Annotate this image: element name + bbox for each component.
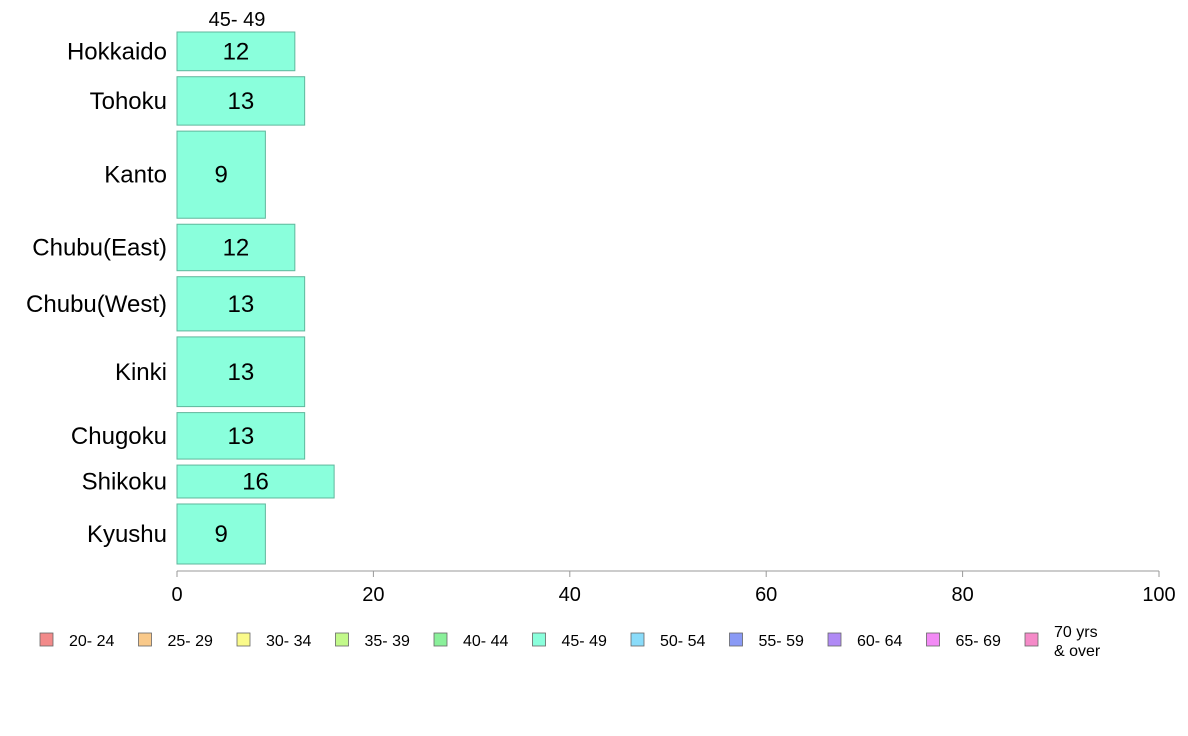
x-tick-label: 40 <box>559 584 581 606</box>
legend-swatch <box>236 632 251 647</box>
bar <box>176 464 335 499</box>
x-tick-label: 60 <box>755 584 777 606</box>
region-label: Chugoku <box>71 423 167 450</box>
legend-label: 60- 64 <box>857 633 902 650</box>
bar <box>176 336 306 408</box>
bar-value-label: 12 <box>223 38 250 65</box>
region-label: Chubu(East) <box>32 234 167 261</box>
legend-swatch <box>433 632 448 647</box>
legend-label: 30- 34 <box>266 633 311 650</box>
x-tick-label: 80 <box>951 584 973 606</box>
legend-label: 40- 44 <box>463 633 508 650</box>
bars: 12 13 9 12 13 13 13 16 9 <box>176 31 335 565</box>
bar-value-label: 13 <box>227 423 254 450</box>
region-label: Kanto <box>104 162 167 189</box>
legend-swatch <box>335 632 349 647</box>
legend-swatch <box>729 632 743 647</box>
legend-swatch <box>138 632 152 647</box>
x-tick-label: 20 <box>362 584 384 606</box>
legend-swatch <box>926 632 940 647</box>
region-label: Chubu(West) <box>26 291 167 318</box>
x-axis: 0 20 40 60 80 100 <box>171 570 1176 606</box>
bar-value-label: 16 <box>242 469 269 496</box>
region-labels: Hokkaido Tohoku Kanto Chubu(East) Chubu(West… <box>26 38 167 548</box>
bar-value-label: 13 <box>227 359 254 386</box>
legend-swatch <box>532 632 546 647</box>
legend-swatch <box>630 632 645 647</box>
bar <box>176 31 296 72</box>
bar <box>176 223 296 272</box>
bar-value-label: 12 <box>223 234 250 261</box>
legend-swatch <box>827 632 842 647</box>
bar <box>176 130 266 219</box>
bar <box>176 76 306 126</box>
bar-value-label: 13 <box>227 88 254 115</box>
legend-label: 20- 24 <box>69 633 114 650</box>
legend-label: 50- 54 <box>660 633 705 650</box>
legend-label: 35- 39 <box>365 633 410 650</box>
legend-swatch <box>39 632 54 647</box>
bar <box>176 503 266 565</box>
bar-value-label: 9 <box>215 162 228 189</box>
legend-label: 70 yrs & over <box>1054 624 1101 660</box>
legend-label: 65- 69 <box>956 633 1001 650</box>
region-label: Tohoku <box>90 88 167 115</box>
legend: 20- 24 25- 29 30- 34 35- 39 40- 44 45- 49 50- … <box>39 624 1101 660</box>
series-header: 45- 49 <box>209 9 266 31</box>
legend-label: 45- 49 <box>562 633 607 650</box>
x-tick-label: 100 <box>1142 584 1175 606</box>
bar <box>176 412 306 460</box>
legend-label: 25- 29 <box>168 633 213 650</box>
region-label: Kyushu <box>87 521 167 548</box>
region-label: Shikoku <box>82 469 167 496</box>
bar <box>176 276 306 332</box>
bar-value-label: 13 <box>227 291 254 318</box>
region-label: Hokkaido <box>67 38 167 65</box>
region-label: Kinki <box>115 359 167 386</box>
bar-value-label: 9 <box>215 521 228 548</box>
legend-label: 55- 59 <box>759 633 804 650</box>
legend-swatch <box>1024 632 1039 647</box>
x-tick-label: 0 <box>171 584 182 606</box>
